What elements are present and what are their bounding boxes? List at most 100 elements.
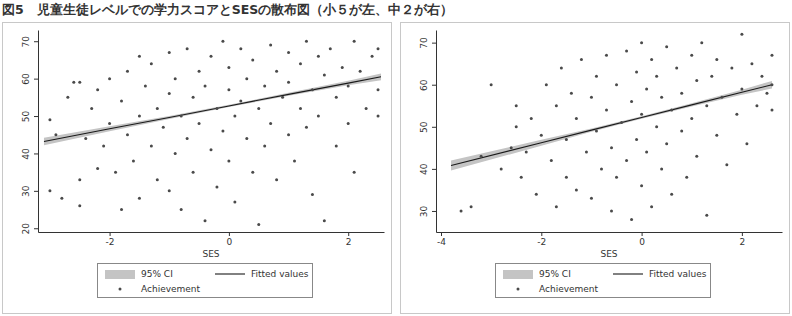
tick: 50 [21, 111, 38, 123]
point [700, 41, 703, 44]
point [545, 83, 548, 86]
point [595, 130, 598, 133]
tick: 2 [346, 232, 352, 247]
point [645, 87, 648, 90]
legend-box [98, 264, 313, 298]
tick-label: 40 [21, 148, 31, 160]
point [198, 122, 201, 125]
point [96, 88, 99, 91]
point [269, 122, 272, 125]
axis-line [39, 232, 385, 233]
point [525, 151, 528, 154]
legend: 95% CIFitted valuesAchievement [98, 264, 313, 298]
tick: 0 [639, 232, 645, 247]
point [685, 176, 688, 179]
point [635, 138, 638, 141]
fitted-line [451, 85, 772, 166]
tick-label: 60 [419, 79, 429, 91]
point [311, 193, 314, 196]
point [665, 45, 668, 48]
point [670, 193, 673, 196]
point [245, 77, 248, 80]
point [570, 92, 573, 95]
point [590, 96, 593, 99]
point [695, 79, 698, 82]
point [695, 155, 698, 158]
legend-label: Fitted values [251, 269, 309, 279]
legend-swatch [517, 288, 520, 291]
point [299, 107, 302, 110]
legend-swatch [215, 273, 245, 274]
point [680, 130, 683, 133]
axis-title: SES [600, 249, 617, 259]
point [227, 88, 230, 91]
tick-mark [34, 153, 38, 154]
point [590, 197, 593, 200]
point [353, 171, 356, 174]
tick: 50 [419, 121, 436, 133]
point [293, 159, 296, 162]
tick-label: -4 [437, 237, 446, 247]
tick-mark [432, 43, 436, 44]
point [323, 219, 326, 222]
point [575, 117, 578, 120]
point [710, 75, 713, 78]
point [78, 204, 81, 207]
axis-line [436, 31, 437, 233]
point [287, 51, 290, 54]
point [144, 85, 147, 88]
point [48, 189, 51, 192]
point [78, 81, 81, 84]
tick-label: 2 [346, 237, 352, 247]
point [615, 176, 618, 179]
point [580, 58, 583, 61]
point [150, 144, 153, 147]
point [625, 50, 628, 53]
point [54, 133, 57, 136]
point [245, 137, 248, 140]
point [138, 55, 141, 58]
legend-label: 95% CI [539, 269, 571, 279]
point [156, 178, 159, 181]
point [610, 146, 613, 149]
point [239, 47, 242, 50]
point [500, 167, 503, 170]
point [347, 122, 350, 125]
fitted-line [44, 77, 381, 142]
point [655, 75, 658, 78]
panel-frame [401, 23, 790, 314]
point [550, 159, 553, 162]
point [730, 66, 733, 69]
point [630, 218, 633, 221]
point [186, 47, 189, 50]
point [168, 92, 171, 95]
point [186, 137, 189, 140]
point [705, 214, 708, 217]
point [221, 130, 224, 133]
point [180, 208, 183, 211]
point [287, 133, 290, 136]
panel: -4-2023040506070SES95% CIFitted valuesAc… [401, 23, 790, 314]
point [750, 62, 753, 65]
point [605, 54, 608, 57]
point [156, 107, 159, 110]
point [535, 193, 538, 196]
axis-title: SES [202, 249, 219, 259]
point [323, 73, 326, 76]
point [377, 47, 380, 50]
point [660, 96, 663, 99]
point [138, 115, 141, 118]
point [510, 146, 513, 149]
point [480, 155, 483, 158]
point [120, 208, 123, 211]
point [311, 88, 314, 91]
point [275, 178, 278, 181]
legend-swatch [503, 270, 533, 279]
tick: 70 [21, 36, 38, 48]
point [305, 40, 308, 43]
point [347, 85, 350, 88]
point [640, 113, 643, 116]
point [615, 83, 618, 86]
point [565, 138, 568, 141]
tick: 30 [419, 205, 436, 217]
